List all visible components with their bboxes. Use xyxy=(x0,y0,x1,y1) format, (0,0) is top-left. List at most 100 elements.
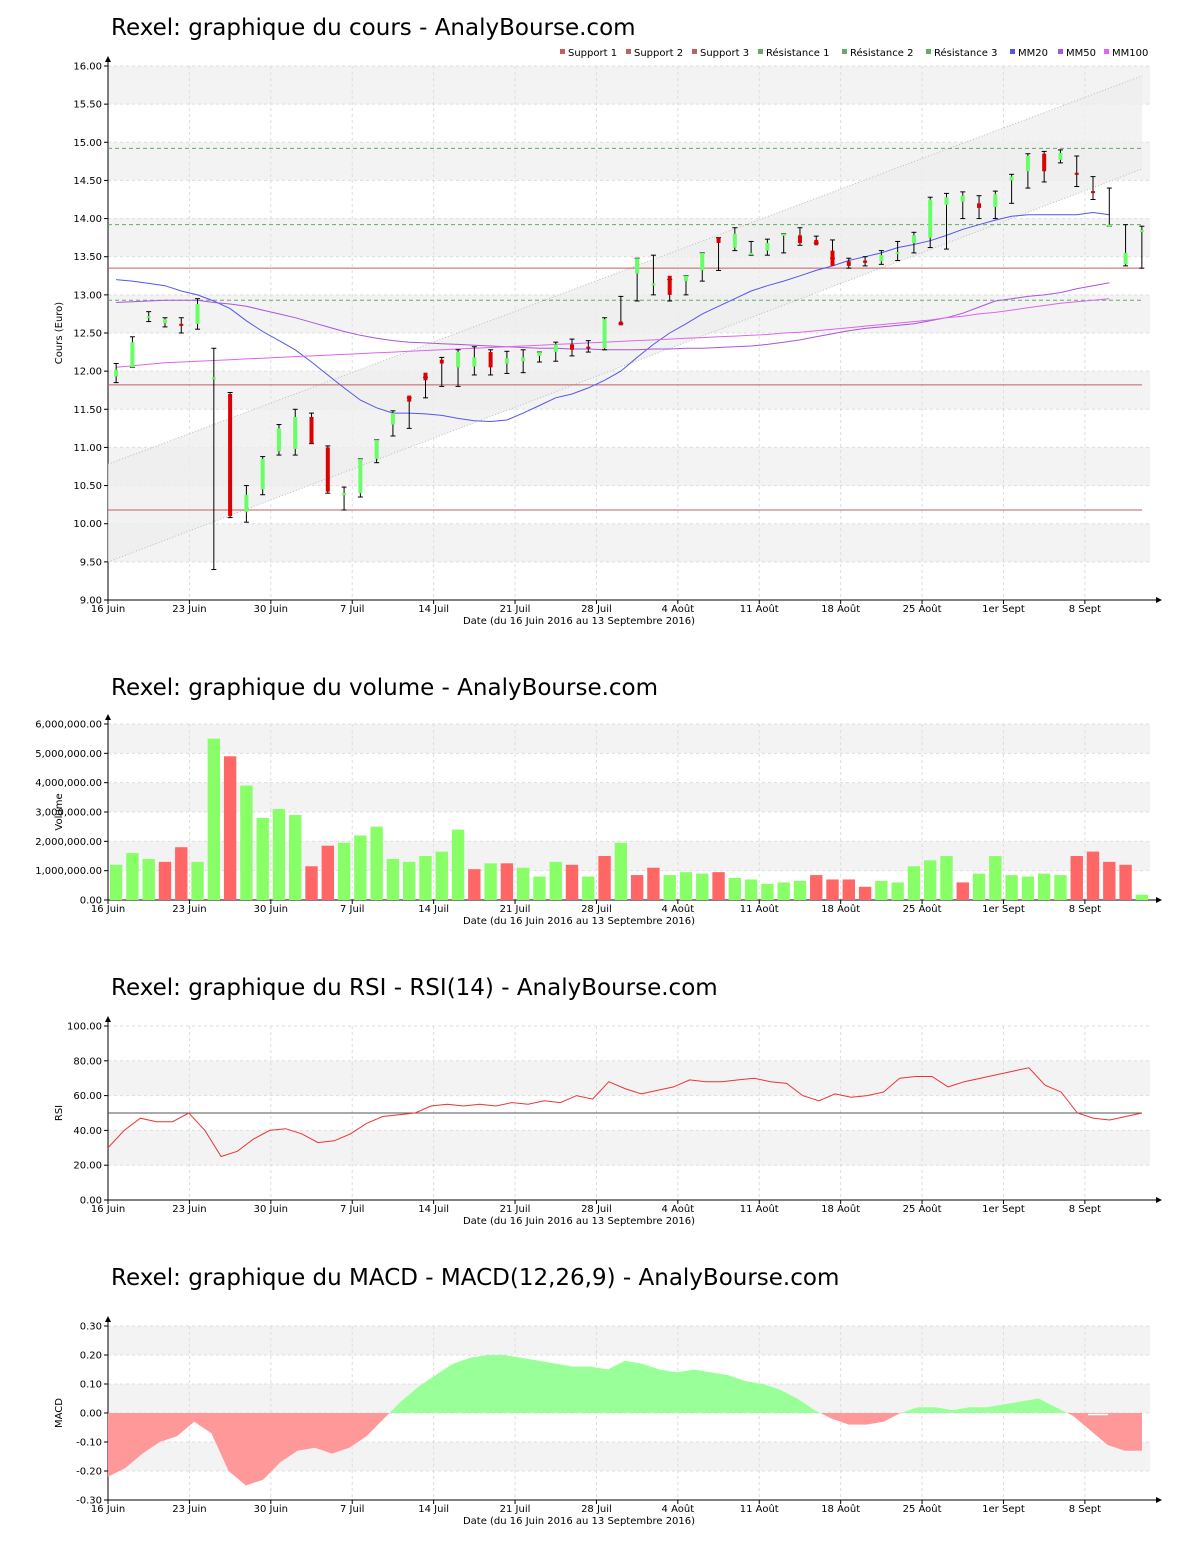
x-tick-label: 18 Août xyxy=(821,1203,860,1215)
legend-label: MM50 xyxy=(1066,48,1096,59)
volume-bar xyxy=(354,835,367,900)
y-tick-label: 0.20 xyxy=(80,1351,102,1362)
volume-bar xyxy=(191,861,204,900)
x-tick-label: 4 Août xyxy=(662,903,695,915)
y-tick-label: 80.00 xyxy=(73,1056,102,1067)
x-axis-arrow xyxy=(1156,897,1162,903)
x-tick-label: 4 Août xyxy=(662,1203,695,1215)
x-tick-label: 16 Juin xyxy=(91,604,125,615)
candle-body xyxy=(162,319,167,324)
volume-bar xyxy=(516,867,530,900)
background-band xyxy=(108,782,1150,812)
candle-body xyxy=(635,258,640,274)
y-tick-label: 1,000,000.00 xyxy=(35,866,102,877)
volume-bar xyxy=(451,829,465,900)
candle-body xyxy=(928,199,933,238)
y-tick-label: 15.50 xyxy=(73,100,102,111)
volume-bar xyxy=(565,864,579,900)
x-tick-label: 30 Juin xyxy=(254,1504,288,1515)
volume-chart: Rexel: graphique du volume - AnalyBourse… xyxy=(35,675,1162,927)
volume-bar xyxy=(126,853,139,900)
legend-swatch xyxy=(758,49,763,54)
x-tick-label: 7 Juil xyxy=(340,1504,364,1515)
y-tick-label: 0.00 xyxy=(80,896,102,907)
background-band xyxy=(108,1326,1150,1355)
volume-bar xyxy=(435,851,448,900)
x-tick-label: 28 Juil xyxy=(581,1504,612,1515)
rsi-line xyxy=(107,1067,1143,1158)
x-tick-label: 8 Sept xyxy=(1069,1204,1101,1215)
legend-swatch xyxy=(1104,49,1109,54)
legend-swatch xyxy=(560,49,565,54)
x-tick-label: 14 Juil xyxy=(418,1504,449,1515)
volume-bar xyxy=(484,863,497,900)
candle-body xyxy=(1107,224,1112,227)
candle-body xyxy=(1139,230,1144,233)
x-tick-label: 18 Août xyxy=(821,603,860,615)
macd-negative-area xyxy=(820,1413,901,1425)
x-axis-label: Date (du 16 Juin 2016 au 13 Septembre 20… xyxy=(463,1516,695,1527)
legend-label: MM100 xyxy=(1112,48,1148,59)
x-tick-label: 23 Juin xyxy=(172,1504,206,1515)
volume-bar xyxy=(679,872,693,900)
background-band xyxy=(108,724,1150,754)
candle-body xyxy=(358,458,363,494)
chart-title: Rexel: graphique du volume - AnalyBourse… xyxy=(111,675,658,701)
volume-bar xyxy=(337,842,351,900)
y-tick-label: -0.10 xyxy=(76,1438,102,1449)
volume-bar xyxy=(500,863,514,900)
candle-body xyxy=(260,458,265,490)
volume-bar xyxy=(728,878,742,900)
x-tick-label: 16 Juin xyxy=(91,1204,125,1215)
y-tick-label: 9.00 xyxy=(80,596,102,607)
volume-bar xyxy=(468,869,481,900)
y-tick-label: 60.00 xyxy=(73,1091,102,1102)
chart-title: Rexel: graphique du MACD - MACD(12,26,9)… xyxy=(111,1265,839,1291)
x-tick-label: 28 Juil xyxy=(581,1204,612,1215)
volume-bar xyxy=(223,756,237,900)
x-axis-arrow xyxy=(1156,597,1162,603)
volume-bar xyxy=(858,886,872,900)
volume-bar xyxy=(142,858,155,900)
x-tick-label: 1er Sept xyxy=(982,904,1025,915)
x-tick-label: 30 Juin xyxy=(254,904,288,915)
background-band xyxy=(108,523,1150,562)
candle-body xyxy=(960,195,965,202)
y-tick-label: 0.00 xyxy=(80,1409,102,1420)
candle-body xyxy=(179,323,184,326)
y-tick-label: 3,000,000.00 xyxy=(35,808,102,819)
background-band xyxy=(108,66,1150,105)
candle-body xyxy=(586,346,591,349)
volume-bar xyxy=(1037,873,1051,900)
y-axis-label: MACD xyxy=(54,1398,65,1428)
volume-bar xyxy=(1086,851,1100,900)
candle-body xyxy=(570,344,575,350)
y-tick-label: 10.50 xyxy=(73,481,102,492)
candle-body xyxy=(423,372,428,381)
legend-label: Support 3 xyxy=(700,48,749,59)
x-tick-label: 23 Juin xyxy=(172,604,206,615)
macd-negative-area xyxy=(1067,1413,1142,1451)
candle-body xyxy=(1074,172,1079,175)
y-axis-arrow xyxy=(105,56,111,62)
mm20-line xyxy=(116,211,1110,423)
volume-bar xyxy=(582,876,595,900)
y-tick-label: 13.00 xyxy=(73,290,102,301)
y-tick-label: 12.50 xyxy=(73,329,102,340)
volume-bar xyxy=(875,880,888,900)
volume-bar xyxy=(403,861,416,900)
legend-swatch xyxy=(926,49,931,54)
volume-bar xyxy=(696,873,709,900)
y-tick-label: 10.00 xyxy=(73,519,102,530)
candle-body xyxy=(977,203,982,208)
y-tick-label: 0.00 xyxy=(80,1196,102,1207)
candle-body xyxy=(1042,153,1047,172)
x-tick-label: 21 Juil xyxy=(500,604,531,615)
volume-bar xyxy=(1103,861,1116,900)
volume-bar xyxy=(1119,864,1132,900)
volume-bar xyxy=(1054,875,1067,900)
volume-bar xyxy=(630,875,644,900)
trend-channel-lower-line xyxy=(107,168,1143,563)
volume-bar xyxy=(158,861,172,900)
y-tick-label: 13.50 xyxy=(73,252,102,263)
